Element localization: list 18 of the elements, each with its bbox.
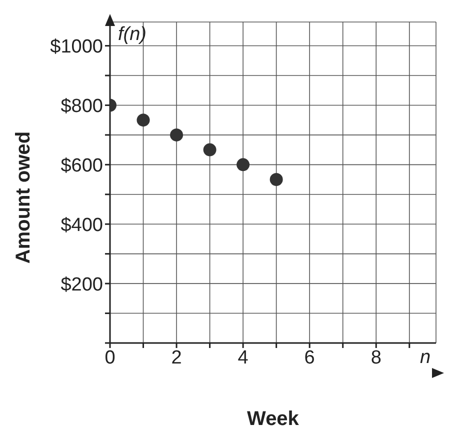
x-tick-label: 8 — [370, 347, 382, 368]
point — [136, 114, 150, 127]
x-tick-label: 0 — [104, 347, 116, 368]
y-axis-title: Amount owed — [12, 131, 34, 264]
x-tick-label: 4 — [238, 347, 249, 368]
point — [170, 128, 184, 142]
y-tick-label: $600 — [60, 155, 103, 176]
point — [236, 158, 250, 172]
point — [203, 143, 216, 156]
y-tick-label: $1000 — [50, 36, 103, 58]
y-tick-label: $200 — [60, 274, 103, 296]
text: n — [420, 347, 431, 368]
x-tick-label: 6 — [304, 347, 315, 368]
x-tick-label: 2 — [171, 347, 182, 368]
y-tick-label: $800 — [60, 96, 103, 117]
x-axis-title: Week — [247, 408, 300, 430]
y-tick-label: $400 — [60, 214, 103, 236]
point — [270, 173, 283, 186]
